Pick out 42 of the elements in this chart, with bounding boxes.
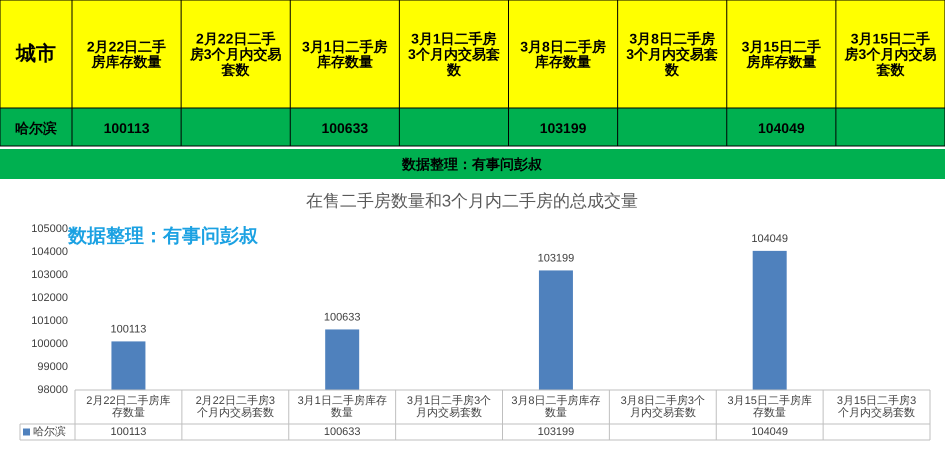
x-tick-label: 3月1日二手房库存数量 <box>298 394 387 420</box>
x-tick-label: 3月8日二手房库存数量 <box>511 394 601 420</box>
y-tick-label: 105000 <box>31 223 68 235</box>
text: 城市 <box>15 42 56 65</box>
category-label: 3月15日二手房库存数量 <box>742 38 821 70</box>
data-label: 100113 <box>110 426 146 438</box>
annotation: 数据整理：有事问彭叔 <box>67 225 259 247</box>
data-label: 100113 <box>104 120 150 136</box>
data-label: 100633 <box>321 120 368 136</box>
data-label: 103199 <box>540 120 587 136</box>
y-tick-label: 98000 <box>37 384 68 396</box>
category-label: 2月22日二手房3个月内交易套数 <box>188 30 282 78</box>
x-tick-label: 3月1日二手房3个月内交易套数 <box>406 394 492 420</box>
category-label: 2月22日二手房库存数量 <box>86 38 166 70</box>
category-label: 3月8日二手房库存数量 <box>520 38 606 70</box>
chart-title: 在售二手房数量和3个月内二手房的总成交量 <box>306 192 638 210</box>
y-tick-label: 103000 <box>31 269 68 281</box>
text: 100633 <box>324 311 361 324</box>
y-tick-label: 104000 <box>31 246 68 258</box>
data-label: 104049 <box>751 426 788 438</box>
text: 103199 <box>538 252 574 264</box>
y-tick-label: 100000 <box>31 338 68 350</box>
y-tick-label: 101000 <box>31 315 68 327</box>
x-tick-label: 3月15日二手房库存数量 <box>728 394 812 420</box>
category-label: 3月1日二手房库存数量 <box>302 38 388 70</box>
x-tick-label: 3月8日二手房3个月内交易套数 <box>620 394 705 420</box>
text: 100113 <box>110 323 146 336</box>
x-tick-label: 2月22日二手房3个月内交易套数 <box>196 394 276 420</box>
category-label: 3月1日二手房3个月内交易套数 <box>408 30 500 78</box>
category-label: 3月8日二手房3个月内交易套数 <box>626 30 718 78</box>
legend-label: 哈尔滨 <box>33 425 66 438</box>
text: 数据整理：有事问彭叔 <box>401 156 543 172</box>
y-tick-label: 102000 <box>31 292 68 304</box>
text: 104049 <box>751 232 788 245</box>
x-tick-label: 2月22日二手房库存数量 <box>86 394 171 420</box>
category-label: 3月15日二手房3个月内交易套数 <box>844 30 936 78</box>
data-label: 104049 <box>758 120 805 136</box>
data-label: 100633 <box>324 426 361 438</box>
y-tick-label: 99000 <box>37 361 68 373</box>
data-label: 103199 <box>538 426 574 438</box>
x-tick-label: 3月15日二手房3个月内交易套数 <box>836 394 916 420</box>
category-label: 哈尔滨 <box>15 120 57 136</box>
